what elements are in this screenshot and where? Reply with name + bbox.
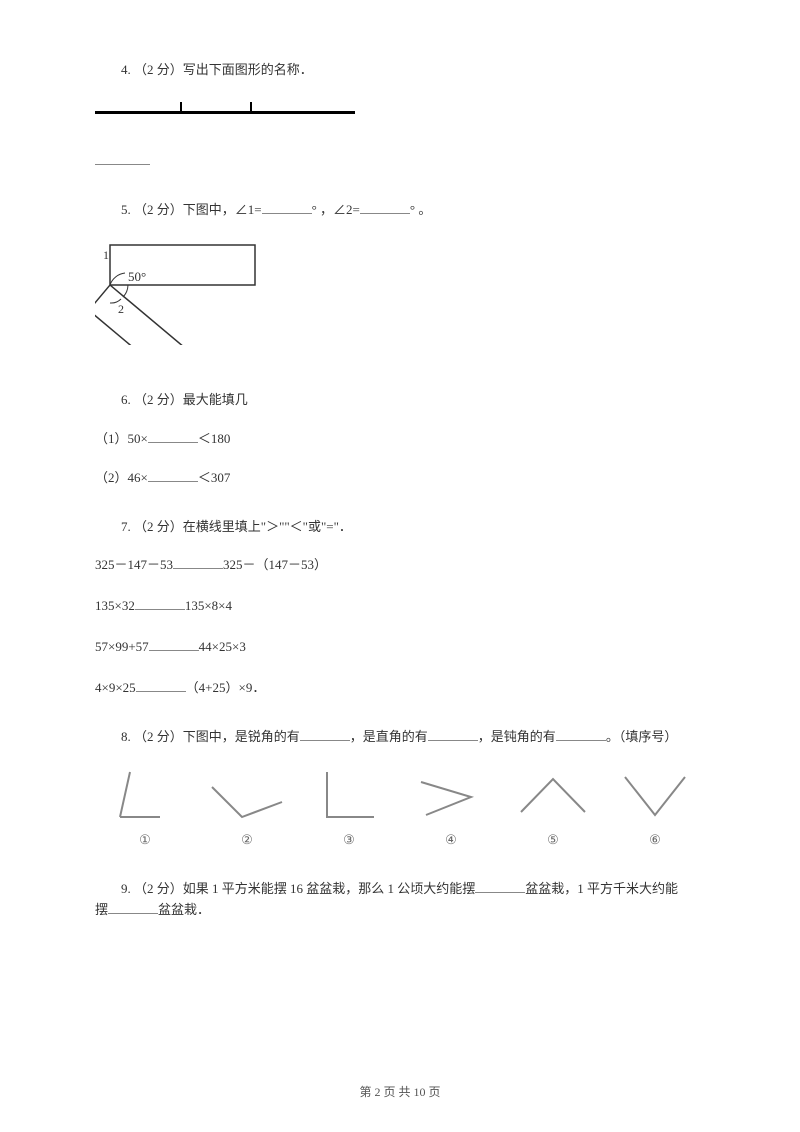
- q7-eq1: 325－147－53 325－（147－53）: [95, 555, 705, 576]
- nl-tick-2: [250, 102, 252, 112]
- arc-1: [110, 273, 125, 285]
- q7-e2-blank: [135, 596, 185, 610]
- label-1: 1: [103, 248, 109, 262]
- label-50: 50°: [128, 269, 146, 284]
- q9-line2: 摆 盆盆栽．: [95, 900, 705, 921]
- q6-s1a: （1）50×: [95, 431, 148, 446]
- q6-sub2: （2）46× ＜307: [95, 468, 705, 489]
- label-2: 2: [118, 302, 124, 316]
- nl-tick-1: [180, 102, 182, 112]
- q4-prefix: 4. （2 分）: [121, 62, 183, 77]
- q6-sub1: （1）50× ＜180: [95, 429, 705, 450]
- q8-t3: ，是钝角的有: [478, 729, 556, 744]
- number-line-figure: [95, 101, 355, 121]
- q7-e3-blank: [149, 637, 199, 651]
- angles-row: ① ② ③ ④ ⑤ ⑥: [95, 767, 705, 851]
- question-6: 6. （2 分）最大能填几 （1）50× ＜180 （2）46× ＜307: [95, 390, 705, 488]
- q4-body: 写出下面图形的名称．: [183, 62, 313, 77]
- q8-text: 8. （2 分）下图中，是锐角的有 ，是直角的有 ，是钝角的有 。（填序号）: [95, 727, 705, 748]
- q5-u1: ° ，∠2=: [312, 202, 360, 217]
- angle-2: ②: [202, 767, 292, 851]
- q7-e4a: 4×9×25: [95, 680, 136, 695]
- q9-t3: 摆: [95, 902, 108, 917]
- q5-blank-1: [262, 200, 312, 214]
- angle-label-5: ⑤: [547, 830, 559, 851]
- q8-t1: 下图中，是锐角的有: [183, 729, 300, 744]
- rect-2-group: [95, 285, 198, 345]
- angle-3: ③: [304, 767, 394, 851]
- q6-s1b: ＜180: [198, 431, 231, 446]
- q9-line1: 9. （2 分）如果 1 平方米能摆 16 盆盆栽，那么 1 公顷大约能摆 盆盆栽…: [95, 879, 705, 900]
- question-4: 4. （2 分）写出下面图形的名称．: [95, 60, 705, 172]
- q7-e3a: 57×99+57: [95, 639, 149, 654]
- q7-e3b: 44×25×3: [199, 639, 246, 654]
- q7-e1a: 325－147－53: [95, 557, 173, 572]
- q7-e2a: 135×32: [95, 598, 135, 613]
- angle-5: ⑤: [508, 767, 598, 851]
- q9-b2: [108, 900, 158, 914]
- q7-body: 在横线里填上"＞""＜"或"="．: [183, 519, 352, 534]
- question-7: 7. （2 分）在横线里填上"＞""＜"或"="． 325－147－53325－…: [95, 517, 705, 699]
- q9-t4: 盆盆栽．: [158, 902, 210, 917]
- rect-2: [95, 285, 198, 345]
- q7-e4-blank: [136, 678, 186, 692]
- q5-text: 5. （2 分）下图中，∠1= ° ，∠2= ° 。: [95, 200, 705, 221]
- q7-e4b: （4+25）×9．: [186, 680, 266, 695]
- angle-label-2: ②: [241, 830, 253, 851]
- q8-t2: ，是直角的有: [350, 729, 428, 744]
- q5-blank-2: [360, 200, 410, 214]
- q6-s2b: ＜307: [198, 470, 231, 485]
- q9-t2: 盆盆栽，1 平方千米大约能: [525, 881, 678, 896]
- q7-prefix: 7. （2 分）: [121, 519, 183, 534]
- angle-label-6: ⑥: [649, 830, 661, 851]
- angle-diagram: 1 50° 2: [95, 235, 275, 345]
- q9-b1: [475, 879, 525, 893]
- q8-t4: 。（填序号）: [606, 729, 678, 744]
- q8-b1: [300, 727, 350, 741]
- q9-t1: 如果 1 平方米能摆 16 盆盆栽，那么 1 公顷大约能摆: [183, 881, 476, 896]
- q5-prefix: 5. （2 分）: [121, 202, 183, 217]
- angle-4: ④: [406, 767, 496, 851]
- angle-label-3: ③: [343, 830, 355, 851]
- q6-body: 最大能填几: [183, 392, 248, 407]
- arc-50: [123, 285, 128, 297]
- q8-b2: [428, 727, 478, 741]
- q8-prefix: 8. （2 分）: [121, 729, 183, 744]
- q5-t1: 下图中，∠1=: [183, 202, 262, 217]
- q7-text: 7. （2 分）在横线里填上"＞""＜"或"="．: [95, 517, 705, 538]
- q7-eq2: 135×32 135×8×4: [95, 596, 705, 617]
- q7-e1b: 325－（147－53）: [223, 557, 327, 572]
- angle-6: ⑥: [610, 767, 700, 851]
- q6-s2-blank: [148, 468, 198, 482]
- angle-label-4: ④: [445, 830, 457, 851]
- q6-prefix: 6. （2 分）: [121, 392, 183, 407]
- q7-e2b: 135×8×4: [185, 598, 232, 613]
- q4-answer-blank: [95, 131, 705, 172]
- angle-label-1: ①: [139, 830, 151, 851]
- q5-u2: ° 。: [410, 202, 431, 217]
- q6-text: 6. （2 分）最大能填几: [95, 390, 705, 411]
- q9-prefix: 9. （2 分）: [121, 881, 183, 896]
- angle-1: ①: [100, 767, 190, 851]
- q8-b3: [556, 727, 606, 741]
- question-5: 5. （2 分）下图中，∠1= ° ，∠2= ° 。 1 50° 2: [95, 200, 705, 363]
- q6-s1-blank: [148, 429, 198, 443]
- q7-eq4: 4×9×25 （4+25）×9．: [95, 678, 705, 699]
- q7-eq3: 57×99+57 44×25×3: [95, 637, 705, 658]
- q6-s2a: （2）46×: [95, 470, 148, 485]
- question-9: 9. （2 分）如果 1 平方米能摆 16 盆盆栽，那么 1 公顷大约能摆盆盆栽…: [95, 879, 705, 921]
- page-footer: 第 2 页 共 10 页: [0, 1083, 800, 1102]
- nl-main-line: [95, 111, 355, 114]
- question-8: 8. （2 分）下图中，是锐角的有 ，是直角的有 ，是钝角的有 。（填序号） ① ② …: [95, 727, 705, 852]
- q7-e1-blank: [173, 555, 223, 569]
- q4-text: 4. （2 分）写出下面图形的名称．: [95, 60, 705, 81]
